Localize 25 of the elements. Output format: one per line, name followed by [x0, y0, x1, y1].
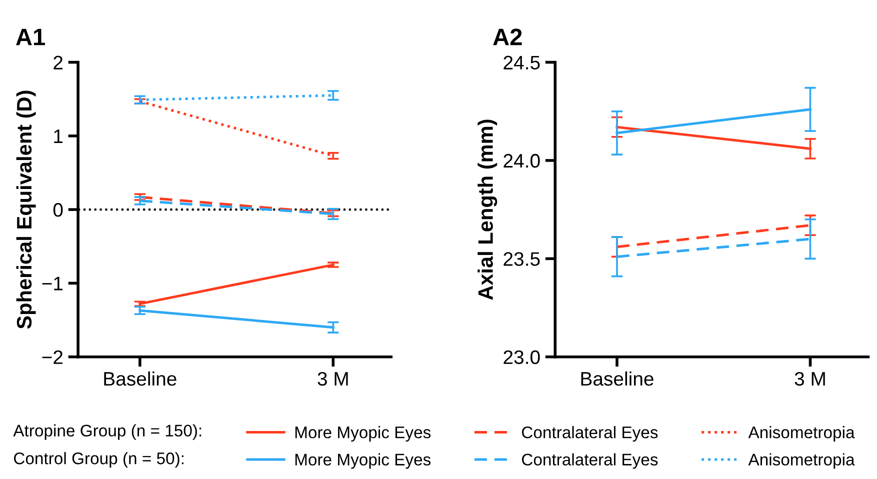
x-tick-label: Baseline: [104, 371, 176, 386]
y-tick-label: 2: [54, 56, 62, 70]
y-tick-label: −1: [42, 276, 63, 290]
y-tick-label: 1: [54, 130, 63, 143]
legend-label: Contralateral Eyes: [522, 426, 658, 442]
text: Control Group (n = 50):: [14, 452, 184, 468]
x-tick-label: 3 M: [794, 372, 825, 386]
y-tick-label: 23.0: [504, 350, 540, 364]
legend-label: More Myopic Eyes: [295, 453, 431, 469]
y-tick-label: 23.5: [504, 252, 540, 266]
y-tick-label: 0: [53, 203, 63, 217]
y-axis-title: Spherical Equivalent (D): [16, 90, 36, 329]
legend-label: Anisometropia: [748, 453, 855, 469]
x-tick-label: Baseline: [581, 371, 654, 386]
chart-title: A1: [16, 28, 45, 46]
y-tick-label: 24.0: [504, 154, 540, 168]
y-axis-title: Axial Length (mm): [478, 120, 498, 300]
legend-label: More Myopic Eyes: [295, 426, 431, 442]
x-tick-label: 3 M: [318, 372, 348, 386]
y-tick-label: −2: [42, 350, 62, 364]
y-tick-label: 24.5: [504, 56, 540, 70]
legend-label: Contralateral Eyes: [522, 453, 658, 469]
chart-title: A2: [493, 28, 522, 46]
text: Atropine Group (n = 150):: [13, 424, 202, 440]
legend-label: Anisometropia: [748, 426, 855, 442]
